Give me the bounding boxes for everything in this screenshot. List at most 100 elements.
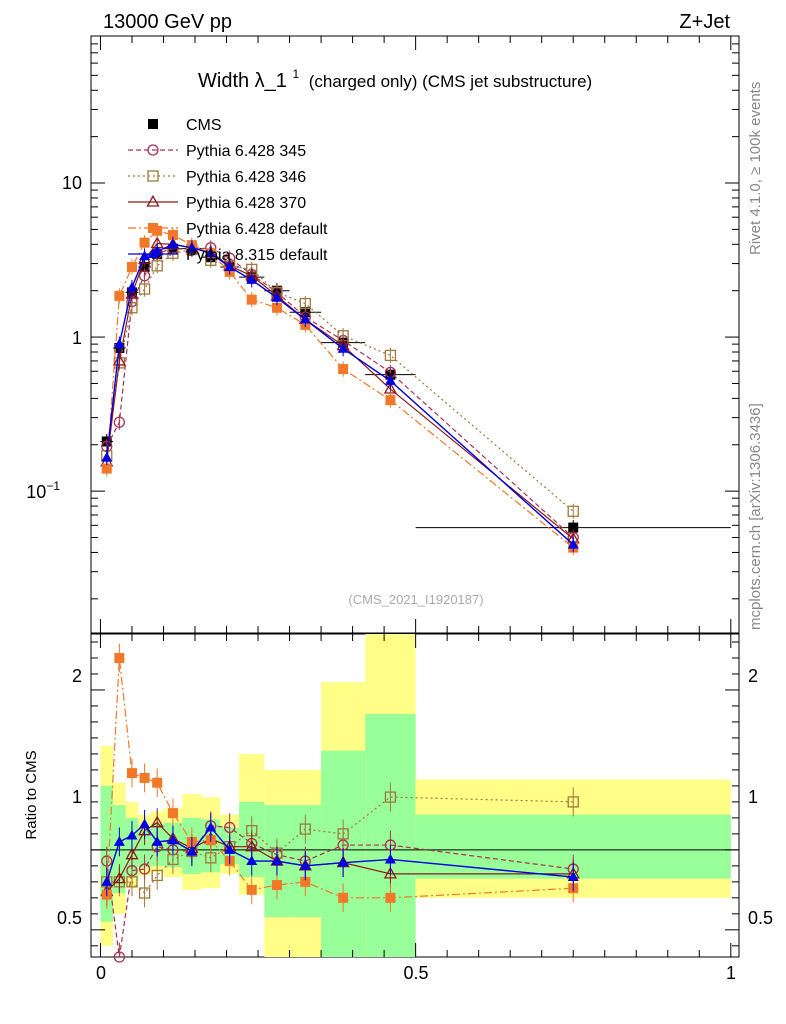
series-2-marker-13 — [384, 349, 397, 362]
series-0-marker-14 — [568, 522, 579, 533]
series-5-ratio-marker-4 — [151, 836, 163, 846]
legend-entry-p8-default: Pythia 8.315 default — [128, 247, 328, 264]
series-5-ratio — [101, 809, 579, 897]
series-4-marker-0 — [101, 463, 112, 474]
series-5-marker-14 — [567, 538, 579, 549]
chart-title: Width λ_1 1 (charged only) (CMS jet subs… — [198, 61, 592, 92]
main-panel — [91, 35, 739, 633]
series-5-marker-7 — [205, 247, 217, 258]
series-5-marker-8 — [224, 261, 236, 272]
series-2-ratio-marker-4 — [151, 869, 163, 882]
series-5-ratio-marker-13 — [384, 853, 396, 864]
legend-marker-3 — [146, 194, 160, 207]
legend: CMS Pythia 6.428 345 Pythia 6.428 346 Py… — [128, 117, 328, 264]
series-2-ratio-marker-3 — [138, 887, 151, 899]
series-2-marker-11 — [299, 297, 311, 310]
main-ytick-label-0p1-exp: −1 — [46, 479, 60, 493]
series-3-marker-1 — [112, 353, 126, 366]
series-5-marker-13 — [384, 375, 396, 385]
series-5-ratio-marker-5 — [167, 834, 179, 845]
legend-entry-p6-346: Pythia 6.428 346 — [128, 169, 306, 186]
series-2-ratio-marker-12 — [337, 828, 349, 840]
series-2-marker-4 — [151, 260, 163, 272]
series-5-marker-9 — [246, 274, 258, 284]
ratio-ytick-label-0p5-right: 0.5 — [748, 908, 773, 928]
analysis-watermark: (CMS_2021_I1920187) — [348, 592, 483, 607]
series-3-marker-2 — [125, 287, 139, 299]
series-4-ratio-marker-10 — [271, 880, 282, 891]
series-2-ratio-marker-11 — [299, 823, 311, 835]
series-5-ratio-marker-7 — [205, 821, 217, 832]
series-3-ratio-marker-4 — [150, 815, 164, 828]
legend-label-p6-346: Pythia 6.428 346 — [186, 169, 306, 186]
legend-marker-1 — [147, 144, 159, 156]
main-panel-frame — [90, 35, 740, 634]
series-5-ratio-marker-14 — [567, 871, 579, 882]
series-1-ratio-marker-1 — [113, 951, 126, 963]
legend-symbol-cms — [148, 119, 158, 129]
chart-title-suffix: (charged only) (CMS jet substructure) — [309, 72, 592, 91]
series-4-ratio-marker-5 — [167, 808, 178, 819]
series-5-ratio-marker-2 — [126, 829, 138, 840]
chart-title-sup: 1 — [293, 67, 300, 81]
main-ytick-label-0p1-base: 10 — [26, 482, 46, 502]
series-4-marker-5 — [167, 229, 178, 240]
ratio-ytick-label-0p5: 0.5 — [57, 908, 82, 928]
series-5-ratio-marker-10 — [271, 855, 283, 866]
legend-label-p6-345: Pythia 6.428 345 — [186, 143, 306, 160]
series-4-ratio-marker-13 — [385, 892, 396, 903]
series-5-marker-12 — [337, 342, 349, 353]
legend-marker-4 — [148, 223, 158, 233]
series-5-ratio-marker-12 — [337, 856, 349, 867]
legend-label-cms: CMS — [186, 117, 222, 134]
series-2-marker-3 — [138, 283, 151, 295]
series-4-marker-1 — [114, 290, 125, 301]
series-5-main — [101, 236, 579, 553]
series-5-ratio-marker-3 — [139, 818, 151, 829]
series-5-ratio-marker-1 — [113, 836, 125, 846]
series-3-ratio-marker-2 — [125, 847, 139, 860]
series-5-marker-1 — [113, 338, 125, 349]
series-5-marker-2 — [126, 281, 138, 292]
ratio-ylabel: Ratio to CMS — [23, 750, 40, 839]
series-4-ratio-marker-1 — [114, 652, 125, 663]
series-1-ratio-marker-0 — [101, 855, 113, 867]
series-1-marker-1 — [113, 416, 126, 428]
legend-entry-cms: CMS — [148, 117, 222, 134]
chart-title-main: Width λ_1 — [198, 70, 287, 92]
legend-label-p8-default: Pythia 8.315 default — [186, 247, 328, 264]
series-4-ratio-marker-3 — [139, 772, 150, 783]
ratio-panel — [91, 634, 739, 963]
series-4-marker-13 — [385, 395, 396, 406]
ratio-ytick-label-2: 2 — [72, 666, 82, 686]
series-2-ratio-marker-14 — [567, 796, 579, 808]
legend-symbol-p6-346 — [128, 170, 178, 182]
series-4-ratio-marker-2 — [126, 768, 137, 779]
main-ytick-label-0p1: 10−1 — [26, 479, 60, 502]
series-4-ratio-marker-4 — [152, 777, 163, 788]
xtick-label-0: 0 — [96, 963, 106, 983]
series-4-marker-9 — [246, 294, 257, 305]
ratio-ytick-label-1-right: 1 — [748, 787, 758, 807]
legend-entry-p6-370: Pythia 6.428 370 — [128, 194, 306, 212]
series-4-marker-12 — [338, 364, 349, 375]
legend-symbol-p6-345 — [128, 144, 178, 156]
legend-symbol-p8-default — [128, 248, 178, 258]
legend-label-p6-default: Pythia 6.428 default — [186, 221, 328, 238]
series-4-marker-10 — [271, 302, 282, 313]
series-5-ratio-marker-0 — [101, 876, 113, 886]
main-ytick-label-10: 10 — [62, 173, 82, 193]
series-4-ratio-marker-12 — [338, 892, 349, 903]
legend-entry-p6-default: Pythia 6.428 default — [128, 221, 328, 238]
xtick-label-0p5: 0.5 — [403, 963, 428, 983]
series-5-ratio-marker-11 — [299, 860, 311, 870]
series-4-ratio-marker-11 — [300, 876, 311, 887]
series-4-marker-2 — [126, 262, 137, 273]
series-4-ratio-marker-9 — [246, 884, 257, 895]
legend-label-p6-370: Pythia 6.428 370 — [186, 195, 306, 212]
ratio-ytick-label-1: 1 — [72, 787, 82, 807]
series-5-marker-11 — [299, 313, 311, 324]
side-label-rivet: Rivet 4.1.0, ≥ 100k events — [747, 82, 764, 255]
legend-entry-p6-345: Pythia 6.428 345 — [128, 143, 306, 160]
